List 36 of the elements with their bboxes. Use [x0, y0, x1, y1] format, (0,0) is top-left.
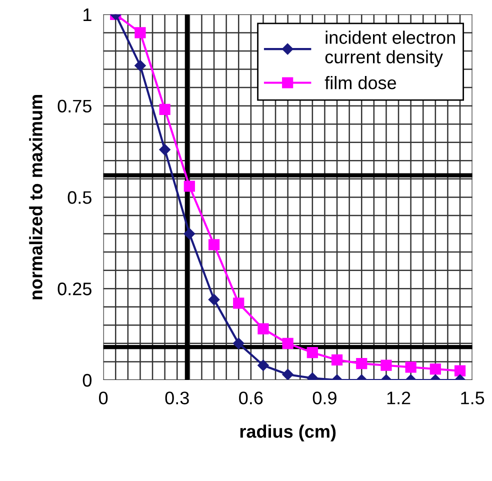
point — [233, 298, 244, 309]
point — [282, 368, 294, 380]
x-tick-label: 0 — [99, 392, 108, 404]
point — [282, 338, 294, 349]
legend-label: incident electron current density — [325, 30, 455, 67]
x-tick-label: 1.5 — [461, 392, 484, 404]
x-axis-title: radius (cm) — [240, 424, 336, 442]
point — [454, 365, 466, 376]
x-tick-label: 0.6 — [239, 392, 263, 404]
legend-label: film dose — [324, 76, 396, 90]
y-tick-label: 0 — [82, 374, 92, 387]
point — [134, 27, 146, 38]
x-tick-label: 0.3 — [165, 392, 189, 404]
point — [306, 347, 318, 358]
y-tick-label: 0.5 — [68, 191, 92, 204]
point — [134, 60, 146, 72]
y-tick-label: 0.25 — [58, 282, 92, 296]
point — [331, 354, 343, 366]
y-axis-title: normalized to maximum — [29, 94, 42, 300]
point — [258, 323, 269, 334]
point — [258, 360, 269, 371]
y-tick-label: 0.75 — [58, 100, 92, 113]
point — [356, 358, 368, 370]
point — [405, 362, 416, 373]
x-tick-label: 0.9 — [312, 392, 336, 404]
point — [208, 239, 220, 250]
y-tick-label: 1 — [84, 8, 92, 21]
point — [233, 338, 244, 350]
point — [208, 294, 220, 306]
point — [159, 104, 170, 116]
point — [184, 228, 196, 240]
point — [159, 144, 170, 156]
point — [184, 180, 195, 192]
point — [380, 360, 392, 371]
point — [430, 363, 441, 375]
x-tick-label: 1.2 — [387, 392, 410, 404]
